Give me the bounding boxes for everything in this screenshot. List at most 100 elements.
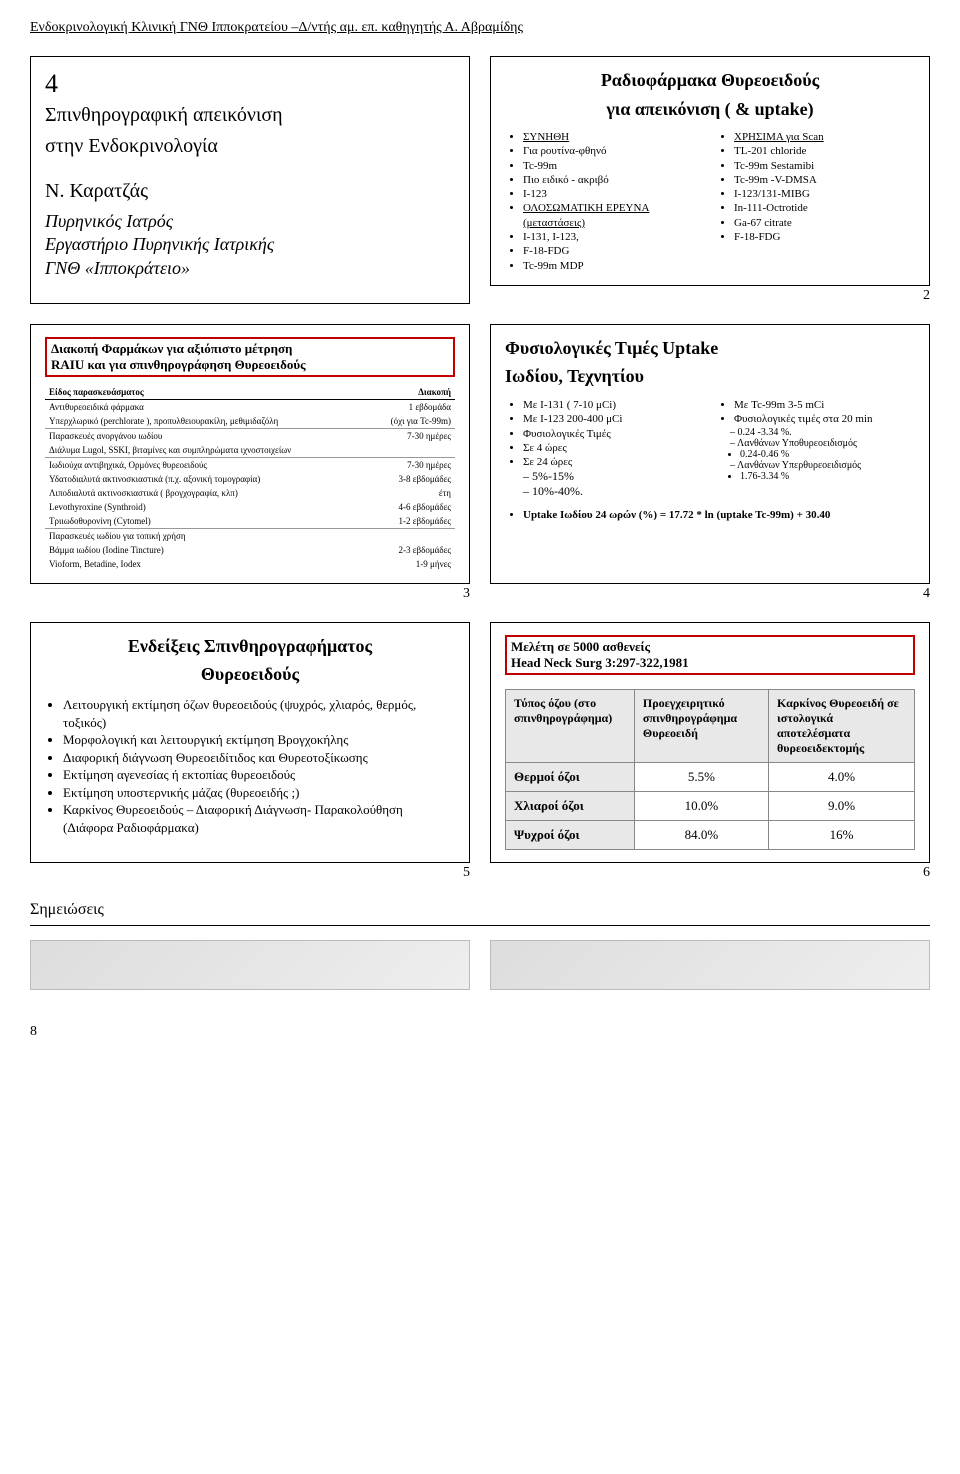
- s6-cell: 4.0%: [769, 762, 915, 791]
- s3-hdr-left: Είδος παρασκευάσματος: [45, 385, 367, 400]
- slide2-left-item: F-18-FDG: [523, 244, 704, 258]
- slide4-title-2: Ιωδίου, Τεχνητίου: [505, 365, 915, 388]
- s3-cell-right: 7-30 ημέρες: [367, 457, 455, 472]
- slide2-left-item: ΣΥΝΗΘΗ: [523, 130, 704, 144]
- s6-cell: 9.0%: [769, 791, 915, 820]
- notes-divider: [30, 925, 930, 926]
- slide5-item: Εκτίμηση αγενεσίας ή εκτοπίας θυρεοειδού…: [63, 766, 455, 784]
- row-2: Διακοπή Φαρμάκων για αξιόπιστο μέτρηση R…: [30, 324, 930, 602]
- slide4-left-item: Φυσιολογικές Τιμές: [523, 427, 704, 441]
- s3-cell-right: 4-6 εβδομάδες: [367, 500, 455, 514]
- slide1-author: Ν. Καρατζάς: [45, 179, 455, 204]
- s4-r3: Λανθάνων Υπερθυρεοειδισμός: [730, 460, 915, 471]
- slide1-role1: Πυρηνικός Ιατρός: [45, 210, 455, 233]
- s3-cell-left: Ιωδιούχα αντιβηχικά, Ορμόνες θυρεοειδούς: [45, 457, 367, 472]
- s3-cell-right: 1-9 μήνες: [367, 557, 455, 571]
- slide2-left-item: Tc-99m MDP: [523, 259, 704, 273]
- s3-cell-right: 3-8 εβδομάδες: [367, 472, 455, 486]
- slide-3: Διακοπή Φαρμάκων για αξιόπιστο μέτρηση R…: [30, 324, 470, 584]
- s3-cell-right: [367, 443, 455, 458]
- slide2-left-list: ΣΥΝΗΘΗΓια ρουτίνα-φθηνόTc-99mΠιο ειδικό …: [505, 130, 704, 273]
- slide5-title-1: Ενδείξεις Σπινθηρογραφήματος: [45, 635, 455, 658]
- s3-cell-right: 1-2 εβδομάδες: [367, 514, 455, 529]
- slide5-item: Λειτουργική εκτίμηση όζων θυρεοειδούς (ψ…: [63, 696, 455, 731]
- s6-cell: 16%: [769, 820, 915, 849]
- s3-cell-left: Vioform, Betadine, Iodex: [45, 557, 367, 571]
- s6-h3: Καρκίνος Θυρεοειδή σε ιστολογικά αποτελέ…: [769, 689, 915, 762]
- slide4-formula: Uptake Ιωδίου 24 ωρών (%) = 17.72 * ln (…: [523, 509, 915, 521]
- s3-cell-right: 1 εβδομάδα: [367, 399, 455, 414]
- s4-r2v: 0.24-0.46 %: [740, 449, 915, 460]
- slide-2: Ραδιοφάρμακα Θυρεοειδούς για απεικόνιση …: [490, 56, 930, 286]
- slide2-right-item: TL-201 chloride: [734, 144, 915, 158]
- s6-h2: Προεγχειρητικό σπινθηρογράφημα Θυρεοειδή: [634, 689, 768, 762]
- slide5-item: Καρκίνος Θυρεοειδούς – Διαφορική Διάγνωσ…: [63, 801, 455, 836]
- s4-r-top: Με Tc-99m 3-5 mCi: [734, 398, 915, 412]
- s6-cell: 5.5%: [634, 762, 768, 791]
- s4-r-vals: 0.24 -3.34 %. Λανθάνων Υποθυρεοειδισμός: [716, 427, 915, 449]
- s3-cell-left: Υδατοδιαλυτά ακτινοσκιαστικά (π.χ. αξονι…: [45, 472, 367, 486]
- slide1-role2: Εργαστήριο Πυρηνικής Ιατρικής: [45, 233, 455, 256]
- slide2-right-item: Ga-67 citrate: [734, 216, 915, 230]
- slide5-item: Εκτίμηση υποστερνικής μάζας (θυρεοειδής …: [63, 784, 455, 802]
- s3-cell-left: Υπερχλωρικό (perchlorate ), προπυλθειουρ…: [45, 414, 367, 429]
- slide5-item: Διαφορική διάγνωση Θυρεοειδίτιδος και Θυ…: [63, 749, 455, 767]
- slide2-right-item: ΧΡΗΣΙΜΑ για Scan: [734, 130, 915, 144]
- s3-cell-left: Βάμμα ιωδίου (Iodine Tincture): [45, 543, 367, 557]
- s3-cell-left: Παρασκευές ιωδίου για τοπική χρήση: [45, 528, 367, 543]
- page-number: 8: [30, 1024, 930, 1040]
- slide3-box-l1: Διακοπή Φαρμάκων για αξιόπιστο μέτρηση: [51, 341, 292, 356]
- slide5-item: Μορφολογική και λειτουργική εκτίμηση Βρο…: [63, 731, 455, 749]
- slide-5: Ενδείξεις Σπινθηρογραφήματος Θυρεοειδούς…: [30, 622, 470, 863]
- s6-cell: Χλιαροί όζοι: [506, 791, 635, 820]
- s3-cell-left: Λιποδιαλυτά ακτινοσκιαστικά ( βρογχογραφ…: [45, 486, 367, 500]
- page-header: Ενδοκρινολογική Κλινική ΓΝΘ Ιπποκρατείου…: [30, 20, 930, 36]
- slide2-right-item: In-111-Octrotide: [734, 201, 915, 215]
- slide4-title-1: Φυσιολογικές Τιμές Uptake: [505, 337, 915, 360]
- s4-r2: Λανθάνων Υποθυρεοειδισμός: [730, 438, 915, 449]
- anatomy-image-icon: [490, 940, 930, 990]
- slide2-right-item: Tc-99m -V-DMSA: [734, 173, 915, 187]
- s6-cell: Ψυχροί όζοι: [506, 820, 635, 849]
- slide2-left-item: Πιο ειδικό - ακριβό: [523, 173, 704, 187]
- s6-cell: Θερμοί όζοι: [506, 762, 635, 791]
- s4-r1: 0.24 -3.34 %.: [730, 427, 915, 438]
- slide5-num: 5: [30, 865, 470, 881]
- notes-img-left: [30, 940, 470, 994]
- slide3-redbox: Διακοπή Φαρμάκων για αξιόπιστο μέτρηση R…: [45, 337, 455, 377]
- s3-cell-left: Αντιθυρεοειδικά φάρμακα: [45, 399, 367, 414]
- slide4-formula-wrap: Uptake Ιωδίου 24 ωρών (%) = 17.72 * ln (…: [505, 509, 915, 521]
- slide-6: Μελέτη σε 5000 ασθενείς Head Neck Surg 3…: [490, 622, 930, 863]
- slide6-redbox: Μελέτη σε 5000 ασθενείς Head Neck Surg 3…: [505, 635, 915, 675]
- s3-cell-right: [367, 528, 455, 543]
- slide6-t1: Μελέτη σε 5000 ασθενείς: [511, 639, 650, 654]
- s3-cell-left: Levothyroxine (Synthroid): [45, 500, 367, 514]
- slide2-right-list: ΧΡΗΣΙΜΑ για ScanTL-201 chlorideTc-99m Se…: [716, 130, 915, 244]
- slide2-num: 2: [490, 288, 930, 304]
- slide4-left-item: Σε 4 ώρες: [523, 441, 704, 455]
- slide1-num: 4: [45, 69, 455, 99]
- slide2-title-2: για απεικόνιση ( & uptake): [505, 98, 915, 121]
- row-3: Ενδείξεις Σπινθηρογραφήματος Θυρεοειδούς…: [30, 622, 930, 881]
- slide2-title-1: Ραδιοφάρμακα Θυρεοειδούς: [505, 69, 915, 92]
- slide6-num: 6: [490, 865, 930, 881]
- slide4-right-list: Με Tc-99m 3-5 mCi Φυσιολογικές τιμές στα…: [716, 398, 915, 427]
- slide1-role3: ΓΝΘ «Ιπποκράτειο»: [45, 257, 455, 280]
- slide4-left-sub: 10%-40%.: [523, 484, 704, 499]
- slide-1: 4 Σπινθηρογραφική απεικόνιση στην Ενδοκρ…: [30, 56, 470, 304]
- row-1: 4 Σπινθηρογραφική απεικόνιση στην Ενδοκρ…: [30, 56, 930, 304]
- s3-cell-right: 7-30 ημέρες: [367, 428, 455, 443]
- slide4-left-item: Με Ι-123 200-400 μCi: [523, 412, 704, 426]
- s3-cell-left: Διάλυμα Lugol, SSKI, βιταμίνες και συμπλ…: [45, 443, 367, 458]
- slide2-right-item: F-18-FDG: [734, 230, 915, 244]
- anatomy-image-icon: [30, 940, 470, 990]
- s4-r3v: 1.76-3.34 %: [740, 471, 915, 482]
- s6-cell: 10.0%: [634, 791, 768, 820]
- s3-cell-left: Παρασκευές ανοργάνου ιωδίου: [45, 428, 367, 443]
- slide3-num: 3: [30, 586, 470, 602]
- notes-img-right: [490, 940, 930, 994]
- s3-hdr-right: Διακοπή: [367, 385, 455, 400]
- slide2-left-item: Για ρουτίνα-φθηνό: [523, 144, 704, 158]
- slide1-title-1: Σπινθηρογραφική απεικόνιση: [45, 103, 455, 128]
- slide2-left-item: ΟΛΟΣΩΜΑΤΙΚΗ ΕΡΕΥΝΑ (μεταστάσεις): [523, 201, 704, 230]
